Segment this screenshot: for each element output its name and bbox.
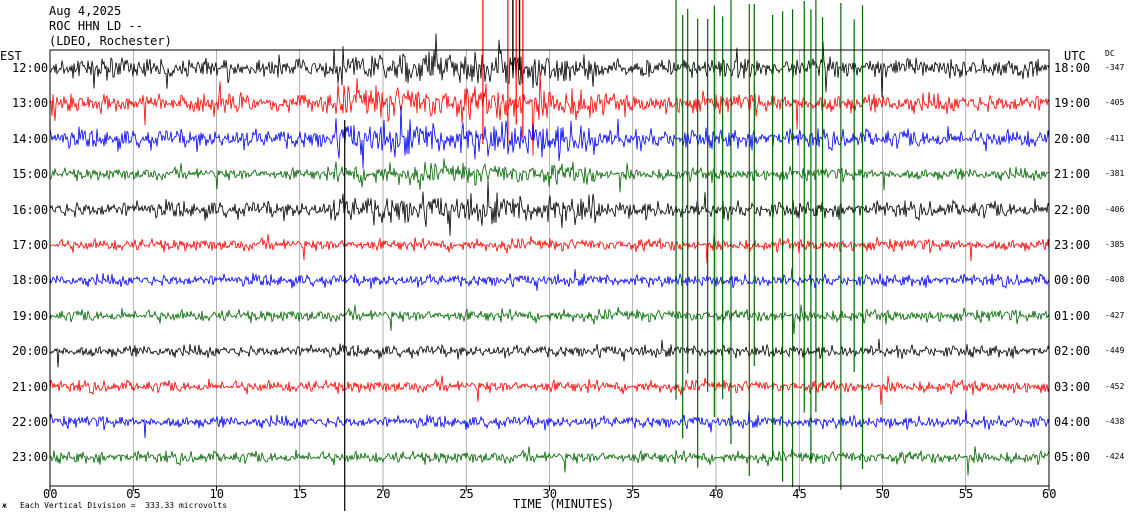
- station-code: ROC HHN LD --: [49, 19, 143, 33]
- utc-hour-label: 03:00: [1054, 379, 1091, 394]
- x-tick-label: 40: [709, 487, 724, 501]
- trace-row-1500: [49, 158, 1050, 193]
- utc-hour-label: 20:00: [1054, 131, 1091, 146]
- dc-offset-label: -449: [1105, 346, 1125, 356]
- utc-hour-label: 04:00: [1054, 415, 1091, 429]
- est-hour-label: 22:00: [12, 415, 49, 429]
- dc-offset-label: -411: [1105, 133, 1125, 143]
- x-tick-label: 45: [792, 487, 807, 501]
- x-tick-label: 30: [542, 487, 557, 501]
- utc-hour-label: 19:00: [1054, 96, 1091, 111]
- utc-hour-label: 01:00: [1054, 308, 1091, 323]
- trace-row-2300: [49, 446, 1050, 476]
- x-tick-label: 10: [209, 487, 224, 501]
- utc-hour-label: 23:00: [1054, 238, 1091, 252]
- est-hour-label: 20:00: [12, 344, 49, 359]
- dc-offset-label: -381: [1105, 169, 1125, 179]
- dc-offset-label: -347: [1105, 63, 1125, 72]
- plot-date: Aug 4,2025: [49, 4, 122, 18]
- x-tick-label: 25: [459, 487, 474, 501]
- trace-row-1200: [49, 33, 1050, 98]
- x-tick-label: 35: [625, 487, 641, 501]
- x-tick-label: 15: [292, 487, 308, 501]
- utc-hour-label: 05:00: [1054, 450, 1091, 465]
- trace-row-1800: [49, 267, 1050, 291]
- trace-row-1300: [49, 71, 1050, 156]
- scale-note: Each Vertical Division = 333.33 microvol…: [20, 501, 228, 510]
- utc-axis-label: UTC: [1064, 49, 1086, 63]
- dc-offset-label: -408: [1105, 275, 1125, 285]
- dc-offset-label: -452: [1105, 381, 1125, 391]
- est-axis-label: EST: [0, 49, 22, 63]
- dc-axis-label: DC: [1105, 49, 1115, 58]
- est-hour-label: 23:00: [12, 450, 49, 465]
- est-hour-label: 12:00: [12, 61, 49, 75]
- utc-hour-label: 02:00: [1054, 344, 1091, 359]
- x-tick-label: 60: [1042, 487, 1057, 501]
- est-hour-label: 18:00: [12, 273, 49, 288]
- dc-offset-label: -406: [1105, 204, 1125, 214]
- dc-offset-label: -424: [1105, 452, 1125, 462]
- est-hour-label: 19:00: [12, 308, 49, 323]
- network-name: (LDEO, Rochester): [49, 34, 172, 48]
- utc-hour-label: 00:00: [1054, 273, 1091, 288]
- est-hour-label: 13:00: [12, 96, 49, 111]
- trace-row-2200: [49, 409, 1050, 439]
- est-hour-label: 21:00: [12, 379, 49, 394]
- dc-offset-label: -385: [1105, 240, 1125, 249]
- dc-offset-label: -405: [1105, 98, 1125, 108]
- x-tick-label: 55: [958, 487, 974, 501]
- est-hour-label: 15:00: [12, 167, 49, 182]
- x-tick-label: 05: [126, 487, 141, 501]
- utc-hour-label: 22:00: [1054, 202, 1091, 217]
- trace-row-1600: [49, 180, 1050, 236]
- trace-row-2000: [49, 338, 1050, 368]
- trace-row-1700: [49, 233, 1050, 264]
- est-hour-label: 16:00: [12, 202, 49, 217]
- dc-offset-label: -438: [1105, 417, 1125, 426]
- x-tick-label: 20: [376, 487, 391, 501]
- trace-row-1900: [49, 304, 1050, 335]
- utc-hour-label: 18:00: [1054, 61, 1091, 75]
- trace-row-2100: [49, 375, 1050, 405]
- footer-mark: ж: [2, 501, 7, 510]
- dc-offset-label: -427: [1105, 310, 1125, 320]
- utc-hour-label: 21:00: [1054, 167, 1091, 182]
- est-hour-label: 17:00: [12, 238, 49, 252]
- trace-row-1400: [49, 105, 1050, 169]
- est-hour-label: 14:00: [12, 131, 49, 146]
- x-axis-title: TIME (MINUTES): [513, 497, 615, 511]
- x-tick-label: 50: [875, 487, 890, 501]
- x-tick-label: 00: [43, 487, 58, 501]
